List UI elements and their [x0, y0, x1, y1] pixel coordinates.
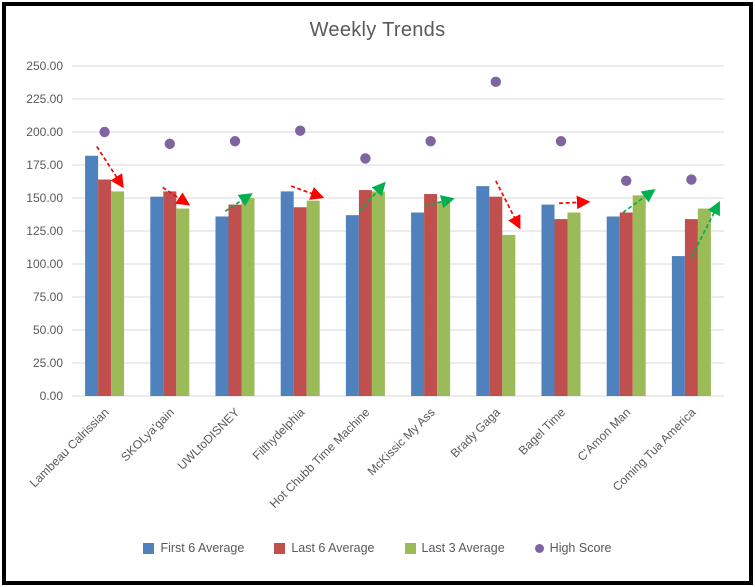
bar-last-6-average-4[interactable]: [358, 190, 372, 396]
bar-last-6-average-1[interactable]: [163, 191, 177, 396]
bar-first-6-average-4[interactable]: [345, 215, 359, 396]
dot-high-score-7[interactable]: [555, 136, 567, 147]
dot-high-score-5[interactable]: [425, 136, 436, 147]
bar-first-6-average-7[interactable]: [541, 204, 555, 396]
y-axis-tick-label: 250.00: [26, 59, 63, 73]
bar-first-6-average-5[interactable]: [411, 212, 425, 396]
trend-arrow-up-9: [690, 200, 720, 258]
weekly-trends-chart: Weekly Trends 0.00 25.00 50.00 75.00 100.00 1…: [6, 6, 749, 581]
bar-last-3-average-1[interactable]: [176, 208, 190, 396]
legend: First 6 Average Last 6 Average Last 3 Av…: [6, 541, 749, 555]
bar-last-3-average-7[interactable]: [567, 212, 581, 396]
dot-high-score-4[interactable]: [360, 153, 371, 164]
y-axis-tick-label: 200.00: [26, 125, 63, 139]
y-axis-tick-label: 25.00: [33, 356, 63, 370]
legend-label-first-6-average: First 6 Average: [160, 541, 245, 555]
legend-swatch-last-6-average: [274, 542, 286, 554]
x-axis-category-label: Bagel Time: [516, 405, 569, 458]
y-axis-tick-label: 75.00: [33, 290, 63, 304]
bar-first-6-average-8[interactable]: [606, 216, 620, 396]
trend-arrow-down-6: [495, 180, 521, 230]
trend-arrow-down-3: [290, 185, 325, 200]
bar-last-6-average-2[interactable]: [228, 204, 242, 396]
bar-last-3-average-0[interactable]: [111, 191, 125, 396]
chart-title[interactable]: Weekly Trends: [309, 19, 446, 41]
legend-item-first-6-average[interactable]: First 6 Average: [143, 541, 244, 555]
y-axis-tick-label: 125.00: [26, 224, 63, 238]
trend-arrow-up-2: [224, 193, 253, 212]
bar-last-3-average-2[interactable]: [241, 198, 255, 396]
bar-last-6-average-9[interactable]: [684, 219, 698, 396]
trend-arrow-up-4: [358, 181, 386, 212]
trend-arrow-down-7: [559, 195, 591, 210]
bar-last-3-average-4[interactable]: [371, 191, 385, 396]
legend-swatch-last-3-average: [404, 542, 416, 554]
bar-last-3-average-5[interactable]: [437, 201, 451, 396]
x-axis-category-label: Lambeau Calrissian: [27, 405, 112, 490]
bar-last-6-average-3[interactable]: [293, 207, 307, 396]
bar-first-6-average-6[interactable]: [476, 186, 490, 396]
y-axis-tick-label: 100.00: [26, 257, 63, 271]
x-axis-category-label: C'Amon Man: [575, 405, 634, 464]
x-axis-category-label: McKissic My Ass: [365, 405, 438, 478]
y-axis-tick-label: 225.00: [26, 92, 63, 106]
dot-high-score-0[interactable]: [99, 126, 110, 138]
bar-first-6-average-1[interactable]: [150, 196, 164, 396]
dot-high-score-8[interactable]: [621, 175, 632, 187]
trend-arrow-down-1: [162, 186, 191, 206]
x-axis-category-label: Filthydelphia: [250, 405, 308, 463]
y-axis-tick-label: 50.00: [33, 323, 63, 337]
bar-first-6-average-9[interactable]: [671, 256, 685, 396]
bar-last-6-average-0[interactable]: [98, 179, 112, 396]
plot-area: 0.00 25.00 50.00 75.00 100.00 125.00 150.00 175…: [26, 59, 724, 511]
bar-last-3-average-8[interactable]: [632, 195, 646, 396]
bar-last-3-average-3[interactable]: [306, 200, 320, 396]
legend-label-high-score: High Score: [549, 541, 612, 555]
dot-high-score-1[interactable]: [164, 138, 175, 150]
bar-last-6-average-6[interactable]: [489, 196, 503, 396]
trend-arrow-up-8: [622, 189, 656, 214]
dot-high-score-2[interactable]: [229, 136, 241, 147]
legend-item-last-6-average[interactable]: Last 6 Average: [274, 541, 375, 555]
y-axis-tick-label: 175.00: [26, 158, 63, 172]
trend-arrow-down-0: [96, 146, 124, 189]
legend-item-high-score[interactable]: High Score: [534, 541, 612, 555]
legend-label-last-3-average: Last 3 Average: [421, 541, 505, 555]
dot-high-score-9[interactable]: [686, 174, 697, 185]
bar-last-6-average-8[interactable]: [619, 212, 633, 396]
legend-item-last-3-average[interactable]: Last 3 Average: [404, 541, 505, 555]
y-axis-tick-label: 150.00: [26, 191, 63, 205]
dot-high-score-6[interactable]: [490, 76, 501, 88]
bar-first-6-average-3[interactable]: [280, 191, 294, 396]
trend-arrow-up-5: [424, 195, 455, 209]
x-axis-category-label: Brady Gaga: [448, 405, 503, 460]
bar-last-3-average-6[interactable]: [502, 234, 516, 396]
bar-first-6-average-2[interactable]: [215, 216, 229, 396]
legend-swatch-first-6-average: [143, 542, 155, 554]
legend-swatch-high-score: [534, 543, 544, 553]
bar-last-6-average-7[interactable]: [554, 219, 568, 396]
x-axis-category-label: UWLtoDISNEY: [175, 405, 242, 472]
dot-high-score-3[interactable]: [295, 125, 306, 136]
x-axis-category-label: SKOLya'gain: [118, 405, 177, 464]
bar-last-3-average-9[interactable]: [697, 208, 711, 396]
y-axis-tick-label: 0.00: [40, 389, 64, 403]
bar-first-6-average-0[interactable]: [85, 155, 99, 396]
bar-last-6-average-5[interactable]: [424, 194, 438, 396]
legend-label-last-6-average: Last 6 Average: [291, 541, 375, 555]
